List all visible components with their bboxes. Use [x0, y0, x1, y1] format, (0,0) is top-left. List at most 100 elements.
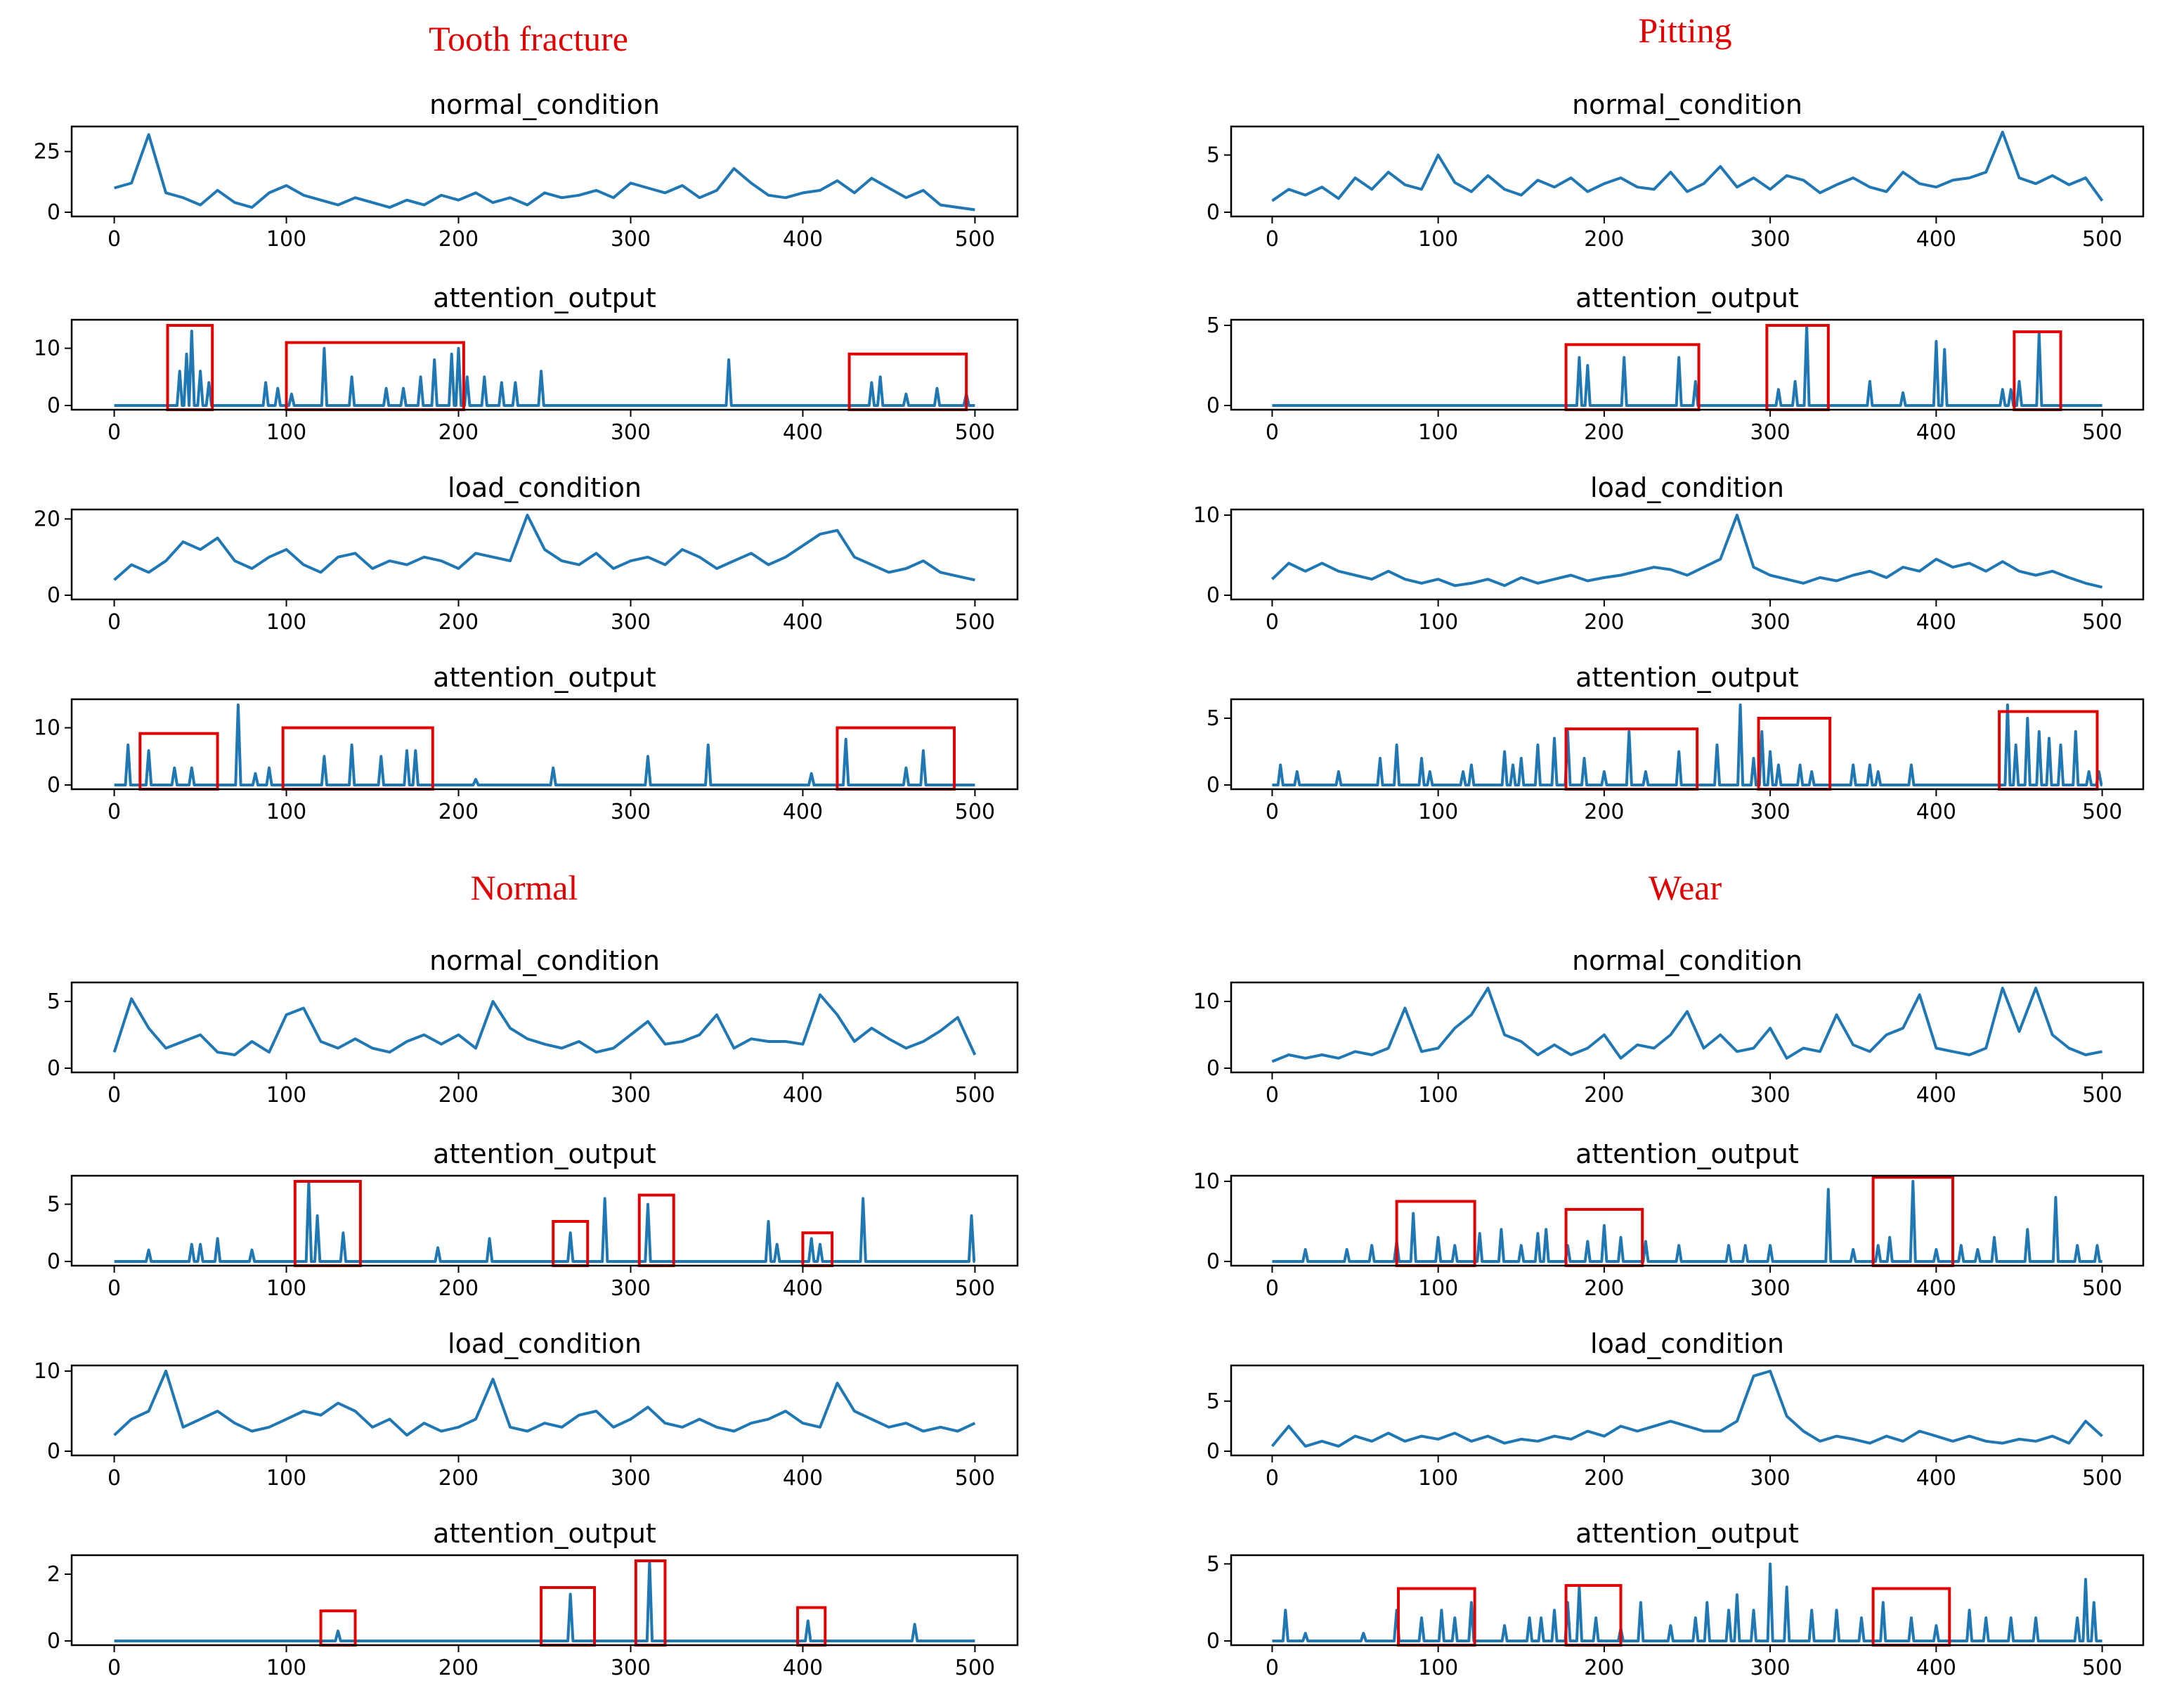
y-tick-label: 0	[1207, 200, 1220, 225]
x-tick-label: 200	[1584, 1083, 1624, 1108]
y-tick-label: 10	[1193, 503, 1220, 528]
x-tick-label: 100	[1418, 1083, 1458, 1108]
y-tick-label: 0	[47, 200, 60, 225]
x-tick-label: 500	[2082, 420, 2122, 445]
group-title-wear: Wear	[1649, 868, 1722, 907]
x-tick-label: 400	[783, 800, 823, 824]
y-tick-label: 5	[47, 989, 60, 1014]
y-tick-label: 10	[34, 716, 60, 741]
x-tick-label: 100	[266, 420, 306, 445]
y-tick-label: 0	[47, 1056, 60, 1081]
data-line	[114, 1559, 975, 1642]
y-tick-label: 0	[1207, 583, 1220, 608]
axes-frame	[1230, 1554, 2145, 1647]
x-tick-label: 300	[1750, 610, 1790, 635]
x-tick-label: 500	[2082, 800, 2122, 824]
x-tick-label: 200	[438, 1466, 479, 1491]
x-tick-label: 0	[108, 1276, 121, 1301]
panel-title: attention_output	[433, 662, 656, 693]
x-tick-label: 100	[266, 1083, 306, 1108]
x-tick-label: 200	[1584, 420, 1624, 445]
x-tick-label: 200	[1584, 1656, 1624, 1680]
highlight-box	[293, 1180, 362, 1267]
x-tick-label: 100	[266, 1276, 306, 1301]
x-tick-label: 500	[955, 800, 995, 824]
x-tick-label: 500	[2082, 1276, 2122, 1301]
panel-title: normal_condition	[1572, 945, 1802, 976]
x-tick-label: 0	[1266, 610, 1279, 635]
x-tick-label: 400	[783, 610, 823, 635]
panel-5: normal_condition 0 100 200 300 400 500 0 5	[1207, 89, 2145, 252]
highlight-box	[1396, 1587, 1476, 1647]
x-tick-label: 100	[266, 1656, 306, 1680]
x-tick-label: 300	[1750, 1276, 1790, 1301]
panel-title: attention_output	[433, 1138, 656, 1169]
x-tick-label: 300	[611, 420, 651, 445]
y-tick-label: 5	[1207, 706, 1220, 731]
panel-title: attention_output	[1575, 283, 1799, 313]
data-line	[113, 514, 975, 582]
panel-13: normal_condition 0 100 200 300 400 500 0 10	[1193, 945, 2145, 1108]
axes-frame	[70, 508, 1019, 601]
x-tick-label: 0	[108, 420, 121, 445]
x-tick-label: 400	[1916, 1083, 1956, 1108]
panel-title: load_condition	[1590, 1328, 1784, 1359]
x-tick-label: 300	[1750, 800, 1790, 824]
x-tick-label: 200	[1584, 800, 1624, 824]
x-tick-label: 200	[1584, 227, 1624, 252]
axes-frame	[70, 1364, 1019, 1457]
y-tick-label: 10	[34, 1359, 60, 1384]
x-tick-label: 500	[2082, 227, 2122, 252]
x-tick-label: 100	[1418, 1656, 1458, 1680]
y-tick-label: 10	[1193, 989, 1220, 1014]
y-tick-label: 0	[47, 394, 60, 418]
panel-2: attention_output 0 100 200 300 400 500 0 10	[34, 283, 1019, 445]
x-tick-label: 500	[2082, 1656, 2122, 1680]
x-tick-label: 0	[1266, 800, 1279, 824]
x-tick-label: 200	[438, 610, 479, 635]
y-tick-label: 10	[1193, 1169, 1220, 1194]
data-line	[1271, 514, 2103, 589]
x-tick-label: 300	[611, 800, 651, 824]
panel-16: attention_output 0 100 200 300 400 500 0 5	[1207, 1518, 2145, 1680]
panel-3: load_condition 0 100 200 300 400 500 0 20	[34, 472, 1019, 635]
x-tick-label: 0	[108, 610, 121, 635]
x-tick-label: 400	[783, 1083, 823, 1108]
x-tick-label: 400	[783, 1466, 823, 1491]
x-tick-label: 100	[1418, 227, 1458, 252]
x-tick-label: 200	[1584, 610, 1624, 635]
x-tick-label: 400	[783, 1656, 823, 1680]
x-tick-label: 100	[1418, 610, 1458, 635]
y-tick-label: 0	[47, 1439, 60, 1464]
x-tick-label: 100	[266, 1466, 306, 1491]
y-tick-label: 0	[1207, 1250, 1220, 1274]
axes-frame	[1230, 1174, 2145, 1267]
x-tick-label: 100	[1418, 420, 1458, 445]
data-line	[114, 330, 975, 407]
panel-12: attention_output 0 100 200 300 400 500 0 2	[47, 1518, 1019, 1680]
y-tick-label: 0	[1207, 394, 1220, 418]
y-tick-label: 20	[34, 507, 60, 531]
x-tick-label: 300	[611, 227, 651, 252]
axes-frame	[1230, 508, 2145, 601]
x-tick-label: 200	[438, 800, 479, 824]
axes-frame	[1230, 698, 2145, 791]
data-line	[1271, 987, 2102, 1063]
panel-title: attention_output	[1575, 1138, 1799, 1169]
panel-15: load_condition 0 100 200 300 400 500 0 5	[1207, 1328, 2145, 1491]
x-tick-label: 500	[955, 1276, 995, 1301]
x-tick-label: 200	[438, 1276, 479, 1301]
x-tick-label: 400	[783, 420, 823, 445]
highlight-box	[836, 726, 956, 791]
panel-title: attention_output	[433, 283, 656, 313]
x-tick-label: 300	[611, 1083, 651, 1108]
data-line	[1270, 1370, 2103, 1448]
x-tick-label: 0	[1266, 1276, 1279, 1301]
panel-11: load_condition 0 100 200 300 400 500 0 10	[34, 1328, 1019, 1491]
x-tick-label: 0	[108, 1083, 121, 1108]
y-tick-label: 0	[1207, 773, 1220, 798]
data-line	[1272, 324, 2102, 407]
x-tick-label: 200	[438, 420, 479, 445]
x-tick-label: 500	[955, 1466, 995, 1491]
